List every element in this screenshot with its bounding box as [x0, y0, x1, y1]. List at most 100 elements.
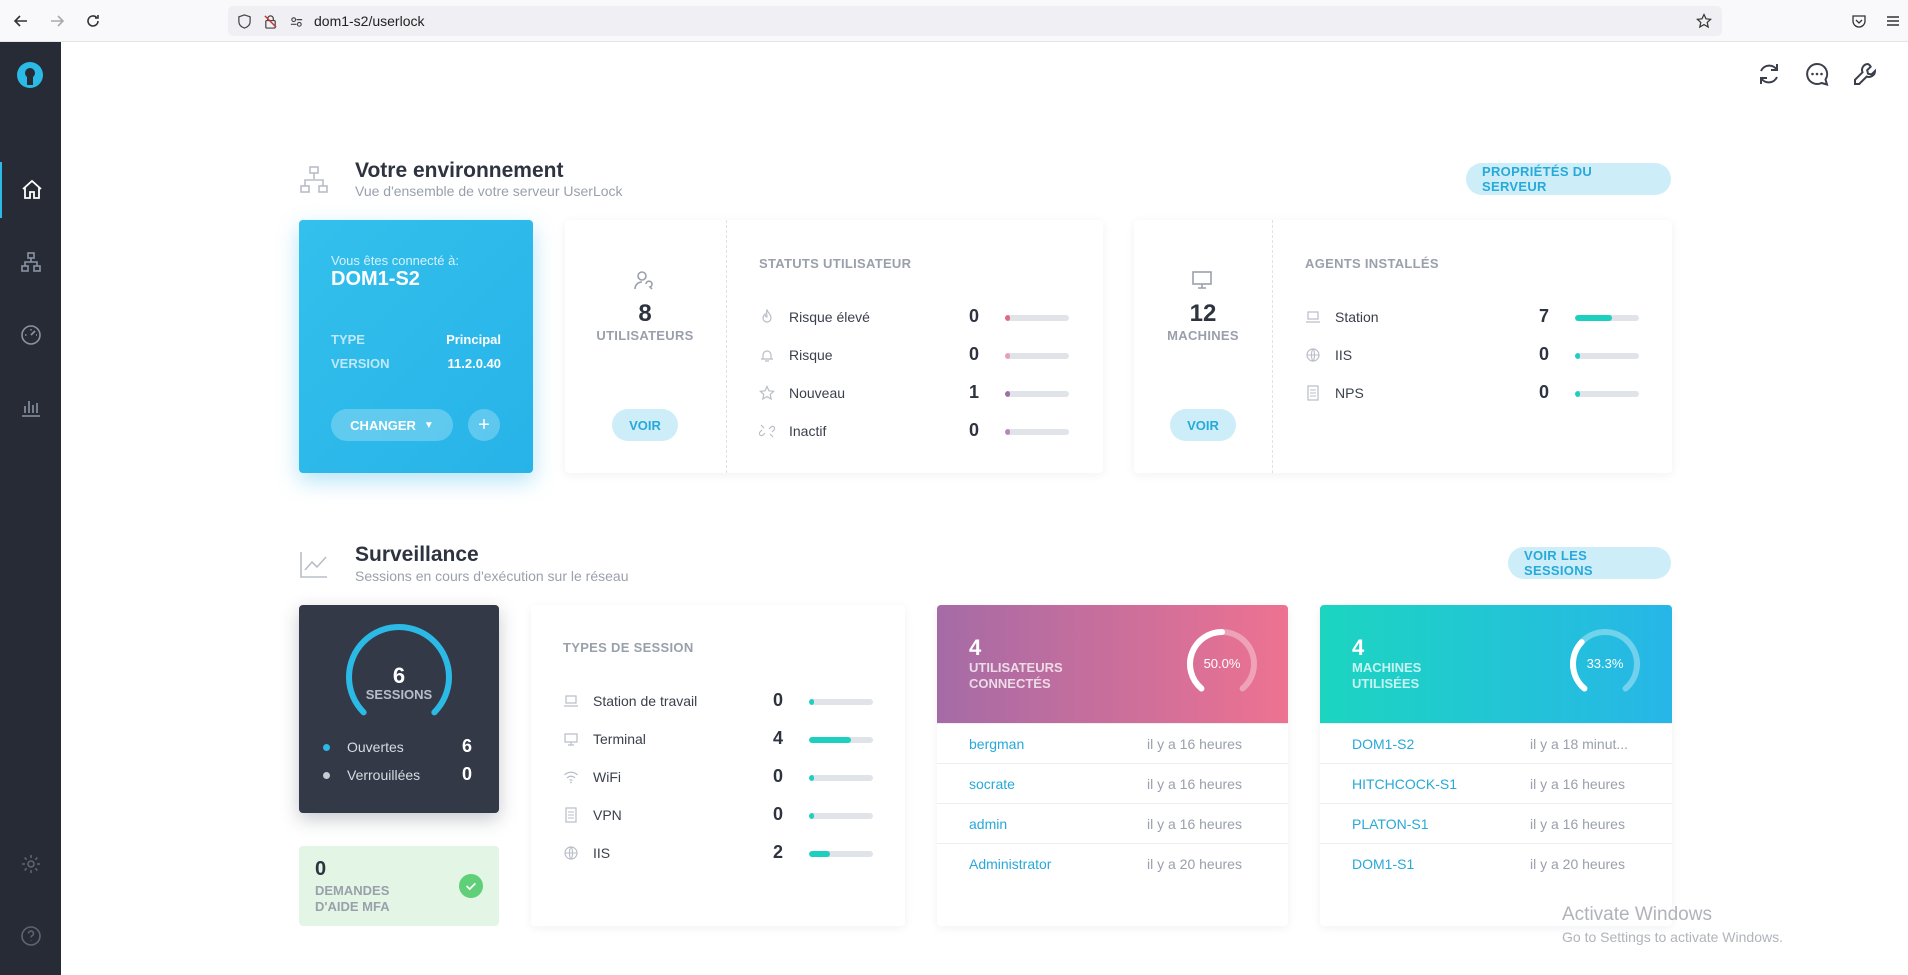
version-key: VERSION	[331, 356, 390, 371]
voir-machines-button[interactable]: VOIR	[1170, 409, 1236, 441]
list-item-name[interactable]: PLATON-S1	[1352, 816, 1429, 832]
list-item-time: il y a 16 heures	[1147, 816, 1242, 832]
list-item-name[interactable]: DOM1-S1	[1352, 856, 1415, 872]
view-sessions-button[interactable]: VOIR LES SESSIONS	[1508, 547, 1671, 579]
sidebar-item-home[interactable]	[0, 162, 61, 218]
env-subtitle: Vue d'ensemble de votre serveur UserLock	[355, 183, 623, 199]
locked-label: Verrouillées	[347, 767, 421, 783]
list-item[interactable]: PLATON-S1 il y a 16 heures	[1320, 803, 1672, 843]
add-server-button[interactable]: +	[468, 409, 500, 441]
alarm-icon	[759, 347, 775, 363]
agents-title: AGENTS INSTALLÉS	[1305, 256, 1439, 271]
list-item-name[interactable]: admin	[969, 816, 1008, 832]
row-label: Station de travail	[593, 693, 698, 709]
gauge-icon	[20, 325, 41, 345]
chat-button[interactable]	[1803, 60, 1831, 88]
back-button[interactable]	[6, 6, 36, 36]
progress-bar	[1005, 391, 1069, 397]
list-item-time: il y a 20 heures	[1147, 856, 1242, 872]
list-item-name[interactable]: socrate	[969, 776, 1015, 792]
row-value: 7	[1539, 306, 1550, 326]
list-item[interactable]: admin il y a 16 heures	[937, 803, 1288, 843]
monitor-icon	[563, 731, 579, 747]
wrench-icon	[1854, 62, 1877, 85]
list-item-name[interactable]: bergman	[969, 736, 1025, 752]
progress-fill	[1005, 429, 1011, 435]
label-line-2: UTILISÉES	[1352, 676, 1420, 691]
voir-users-button[interactable]: VOIR	[612, 409, 678, 441]
network-icon	[20, 252, 41, 272]
surv-title: Surveillance	[355, 543, 479, 566]
refresh-icon	[1760, 64, 1778, 84]
progress-bar	[809, 813, 873, 819]
reload-button[interactable]	[78, 6, 108, 36]
activate-windows-subtitle: Go to Settings to activate Windows.	[1562, 929, 1783, 945]
progress-bar	[1005, 429, 1069, 435]
server-properties-button[interactable]: PROPRIÉTÉS DU SERVEUR	[1466, 163, 1671, 195]
list-item[interactable]: DOM1-S2 il y a 18 minut...	[1320, 723, 1672, 763]
url-text[interactable]: dom1-s2/userlock	[314, 13, 425, 29]
progress-fill	[1005, 391, 1011, 397]
menu-icon[interactable]	[1885, 13, 1901, 29]
forward-button[interactable]	[42, 6, 72, 36]
list-item[interactable]: Administrator il y a 20 heures	[937, 843, 1288, 883]
arrow-left-icon	[13, 15, 27, 27]
list-item-name[interactable]: DOM1-S2	[1352, 736, 1415, 752]
users-percent: 50.0%	[1203, 656, 1241, 671]
type-value: Principal	[446, 332, 501, 347]
row-value: 0	[773, 804, 784, 824]
mfa-card[interactable]: 0 DEMANDES D'AIDE MFA	[299, 846, 499, 926]
users-ring	[1187, 629, 1257, 692]
list-item-name[interactable]: HITCHCOCK-S1	[1352, 776, 1458, 792]
sidebar-item-help[interactable]	[0, 908, 61, 964]
row-value: 0	[773, 766, 784, 786]
star-icon	[759, 385, 775, 401]
row-value: 0	[773, 690, 784, 710]
sessions-count: 6	[392, 663, 406, 688]
tools-button[interactable]	[1851, 60, 1879, 88]
version-value: 11.2.0.40	[447, 356, 502, 371]
wifi-icon	[563, 769, 579, 785]
monitor-icon	[1190, 268, 1214, 292]
progress-fill	[1575, 315, 1613, 321]
sidebar-item-settings[interactable]	[0, 836, 61, 892]
machines-label: MACHINES	[1167, 328, 1239, 343]
list-item-name[interactable]: Administrator	[969, 856, 1052, 872]
progress-fill	[1575, 353, 1581, 359]
change-label: CHANGER	[350, 417, 416, 433]
bookmark-star-icon[interactable]	[1696, 13, 1712, 32]
list-item[interactable]: DOM1-S1 il y a 20 heures	[1320, 843, 1672, 883]
list-item[interactable]: HITCHCOCK-S1 il y a 16 heures	[1320, 763, 1672, 803]
unlink-icon	[758, 423, 776, 439]
progress-fill	[809, 851, 831, 857]
network-icon	[298, 164, 330, 196]
list-item-time: il y a 16 heures	[1530, 816, 1625, 832]
label-line-1: UTILISATEURS	[969, 660, 1063, 675]
address-bar[interactable]: dom1-s2/userlock	[228, 6, 1722, 36]
row-label: Station	[1335, 309, 1379, 325]
refresh-button[interactable]	[1755, 60, 1783, 88]
machines-card: 12 MACHINES VOIR AGENTS INSTALLÉS Statio…	[1134, 220, 1672, 473]
progress-fill	[1575, 391, 1581, 397]
sidebar-item-reports[interactable]	[0, 379, 61, 435]
users-label: UTILISATEURS	[596, 328, 694, 343]
locked-value: 0	[462, 764, 473, 784]
sidebar-item-network[interactable]	[0, 234, 61, 290]
sidebar-item-dashboard[interactable]	[0, 307, 61, 363]
lock-warning-icon	[262, 13, 278, 29]
change-server-button[interactable]: CHANGER ▼	[331, 409, 453, 441]
list-item[interactable]: socrate il y a 16 heures	[937, 763, 1288, 803]
sessions-card: 6 SESSIONS Ouvertes 6 Verrouillées 0	[299, 605, 499, 813]
row-value: 0	[969, 306, 980, 326]
list-item[interactable]: bergman il y a 16 heures	[937, 723, 1288, 763]
users-connected-count: 4	[969, 635, 982, 660]
pocket-icon[interactable]	[1851, 13, 1867, 29]
globe-icon	[1305, 347, 1321, 363]
types-title: TYPES DE SESSION	[563, 640, 694, 655]
progress-bar	[1575, 353, 1639, 359]
list-item-time: il y a 18 minut...	[1530, 736, 1629, 752]
env-title: Votre environnement	[355, 159, 564, 182]
status-title: STATUTS UTILISATEUR	[759, 256, 912, 271]
mfa-label-1: DEMANDES	[315, 883, 390, 898]
userlock-logo[interactable]	[15, 60, 45, 90]
